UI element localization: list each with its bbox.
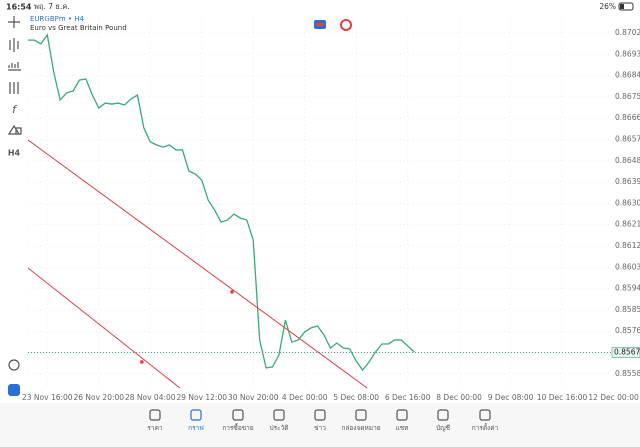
battery-icon xyxy=(618,2,634,11)
volume-tool[interactable] xyxy=(8,62,21,71)
function-tool[interactable]: f xyxy=(12,103,18,116)
x-tick-label: 30 Nov 20:00 xyxy=(228,393,279,402)
x-tick-label: 26 Nov 20:00 xyxy=(73,393,124,402)
x-tick-label: 5 Dec 08:00 xyxy=(333,393,379,402)
nav-label: กล่องจดหมาย xyxy=(341,424,380,432)
nav-label: บัญชี xyxy=(436,424,451,432)
status-battery: 26% xyxy=(599,2,616,11)
x-tick-label: 4 Dec 00:00 xyxy=(282,393,328,402)
nav-label: ข่าว xyxy=(314,424,326,432)
y-tick-label: 0.85580 xyxy=(615,369,640,378)
x-tick-label: 9 Dec 08:00 xyxy=(488,393,534,402)
nav-label: ประวัติ xyxy=(270,424,289,432)
nav-item[interactable]: บัญชี xyxy=(436,409,451,432)
battery-level xyxy=(620,4,624,9)
nav-label: การตั้งค่า xyxy=(472,423,499,432)
objects-tool[interactable] xyxy=(7,124,22,135)
x-tick-label: 12 Dec 00:00 xyxy=(588,393,639,402)
x-tick-label: 23 Nov 16:00 xyxy=(22,393,73,402)
plot-area xyxy=(28,16,612,389)
nav-item[interactable]: ราคา xyxy=(147,409,163,432)
nav-icon xyxy=(396,409,408,421)
price-line xyxy=(28,33,415,372)
nav-item[interactable]: แชท xyxy=(396,409,409,432)
nav-label: ราคา xyxy=(147,424,162,432)
x-tick-label: 29 Nov 12:00 xyxy=(176,393,227,402)
nav-item[interactable]: กล่องจดหมาย xyxy=(341,409,381,432)
nav-item[interactable]: กราฟ xyxy=(188,409,204,432)
nav-icon xyxy=(273,409,285,421)
crosshair-tool[interactable] xyxy=(8,16,20,28)
trendline xyxy=(28,139,368,389)
depth-button[interactable] xyxy=(340,19,352,31)
nav-item[interactable]: การซื้อขาย xyxy=(222,409,254,432)
status-date: พฤ. 7 ธ.ค. xyxy=(34,2,70,11)
left-toolbar: f H4 xyxy=(7,16,22,396)
x-tick-label: 10 Dec 16:00 xyxy=(537,393,588,402)
nav-icon xyxy=(232,409,244,421)
app-button[interactable] xyxy=(8,384,20,396)
nav-icon xyxy=(149,409,161,421)
nav-icon xyxy=(437,409,449,421)
chart-type-tool[interactable] xyxy=(9,38,19,52)
chart-subtitle: Euro vs Great Britain Pound xyxy=(30,24,127,32)
indicator-tool[interactable] xyxy=(9,82,19,94)
nav-label: การซื้อขาย xyxy=(222,423,253,432)
chart-title: EURGBPm • H4 xyxy=(30,15,85,23)
nav-icon xyxy=(190,409,202,421)
nav-label: แชท xyxy=(396,424,409,432)
timeframe-button[interactable]: H4 xyxy=(8,149,21,158)
nav-icon xyxy=(314,409,326,421)
x-tick-label: 8 Dec 00:00 xyxy=(436,393,482,402)
nav-item[interactable]: การตั้งค่า xyxy=(472,409,499,432)
x-tick-label: 6 Dec 16:00 xyxy=(385,393,431,402)
nav-item[interactable]: ประวัติ xyxy=(270,409,289,432)
nav-icon xyxy=(479,409,491,421)
trendline xyxy=(28,267,181,389)
alerts-button[interactable] xyxy=(8,359,20,371)
last-price-box xyxy=(611,347,640,358)
nav-icon xyxy=(355,409,367,421)
nav-label: กราฟ xyxy=(188,424,204,432)
trendline-anchor xyxy=(140,360,144,364)
nav-item[interactable]: ข่าว xyxy=(314,409,326,432)
x-tick-label: 28 Nov 04:00 xyxy=(125,393,176,402)
trendline-anchor xyxy=(230,290,234,294)
last-price-label: 0.85670 xyxy=(614,348,640,357)
one-click-trading-mark xyxy=(316,23,324,26)
status-time: 16:54 xyxy=(6,3,32,12)
